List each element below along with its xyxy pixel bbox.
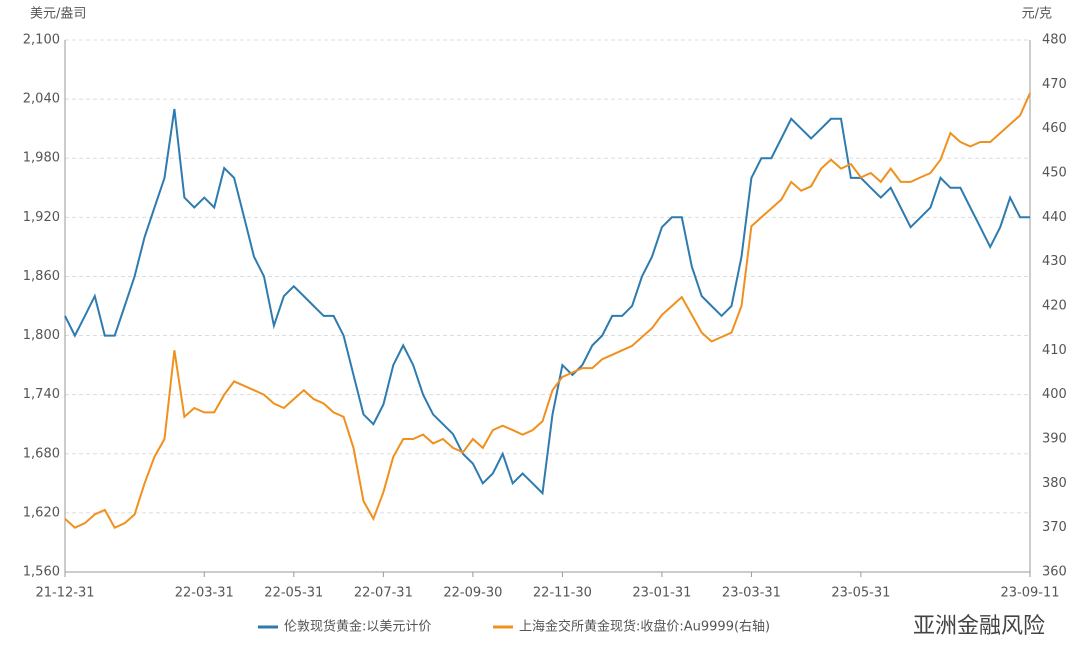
x-tick-label: 22-11-30 <box>533 586 592 601</box>
x-tick-label: 22-09-30 <box>443 586 502 601</box>
x-tick-label: 21-12-31 <box>35 586 94 601</box>
y-tick-label: 1,560 <box>23 565 60 580</box>
y-tick-label: 1,920 <box>23 210 60 225</box>
y-tick-label: 2,040 <box>23 92 60 107</box>
y-tick-label: 1,680 <box>23 446 60 461</box>
y-tick-label: 1,620 <box>23 505 60 520</box>
y2-tick-label: 360 <box>1042 565 1067 580</box>
y2-tick-label: 450 <box>1042 166 1067 181</box>
y2-tick-label: 440 <box>1042 210 1067 225</box>
series-line <box>64 92 1031 529</box>
x-tick-label: 23-01-31 <box>632 586 691 601</box>
y2-tick-label: 460 <box>1042 121 1067 136</box>
y-axis-title: 美元/盎司 <box>30 7 86 22</box>
x-tick-label: 23-05-31 <box>831 586 890 601</box>
y2-tick-label: 480 <box>1042 33 1067 48</box>
x-tick-label: 23-09-11 <box>1000 586 1059 601</box>
y2-tick-label: 420 <box>1042 299 1067 314</box>
legend-label: 上海金交所黄金现货:收盘价:Au9999(右轴) <box>519 619 770 635</box>
y2-tick-label: 430 <box>1042 254 1067 269</box>
y2-tick-label: 470 <box>1042 77 1067 92</box>
series-line <box>64 108 1030 496</box>
y-tick-label: 1,860 <box>23 269 60 284</box>
x-tick-label: 22-05-31 <box>264 586 323 601</box>
y2-tick-label: 380 <box>1042 476 1067 491</box>
y2-tick-label: 400 <box>1042 387 1067 402</box>
x-tick-label: 22-03-31 <box>175 586 234 601</box>
legend-label: 伦敦现货黄金:以美元计价 <box>284 619 431 635</box>
y2-axis-title: 元/克 <box>1022 7 1052 22</box>
y2-tick-label: 390 <box>1042 432 1067 447</box>
y2-tick-label: 410 <box>1042 343 1067 358</box>
y-tick-label: 1,740 <box>23 387 60 402</box>
y2-tick-label: 370 <box>1042 520 1067 535</box>
y-tick-label: 1,980 <box>23 151 60 166</box>
y-tick-label: 2,100 <box>23 33 60 48</box>
x-tick-label: 23-03-31 <box>722 586 781 601</box>
y-tick-label: 1,800 <box>23 328 60 343</box>
x-tick-label: 22-07-31 <box>354 586 413 601</box>
watermark: 亚洲金融风险 <box>913 614 1045 639</box>
